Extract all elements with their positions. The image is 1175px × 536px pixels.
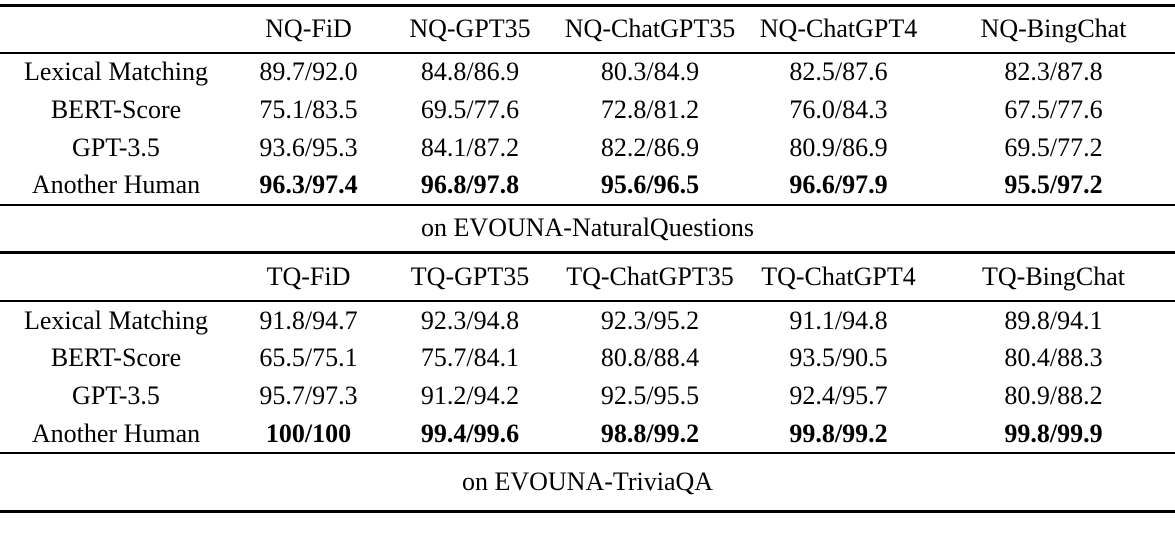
score-cell: 80.9/86.9 [789, 132, 888, 162]
metric-label: Another Human [31, 418, 201, 448]
table-caption: on EVOUNA-TriviaQA [461, 466, 714, 496]
score-cell: 80.9/88.2 [1004, 381, 1103, 410]
score-cell: 92.4/95.7 [789, 381, 888, 410]
column-header: TQ-ChatGPT35 [566, 262, 734, 291]
score-cell: 80.8/88.4 [600, 343, 700, 372]
score-cell: 89.8/94.1 [1004, 305, 1103, 335]
score-cell: 82.5/87.6 [789, 57, 888, 86]
column-header: NQ-GPT35 [409, 14, 531, 44]
nq-table-header: NQ-FiD NQ-GPT35 NQ-ChatGPT35 NQ-ChatGPT4… [0, 6, 1175, 53]
caption-row: on EVOUNA-TriviaQA [0, 453, 1175, 511]
table-row: GPT-3.5 95.7/97.3 91.2/94.2 92.5/95.5 92… [0, 377, 1175, 415]
score-cell: 93.6/95.3 [259, 132, 358, 162]
score-cell: 69.5/77.6 [420, 94, 520, 124]
score-cell: 65.5/75.1 [259, 343, 358, 372]
table-header-row: TQ-FiD TQ-GPT35 TQ-ChatGPT35 TQ-ChatGPT4… [0, 254, 1175, 301]
score-cell: 92.5/95.5 [600, 381, 700, 410]
corner-cell [0, 6, 232, 53]
score-cell: 89.7/92.0 [259, 57, 358, 86]
column-header: TQ-ChatGPT4 [761, 262, 916, 291]
score-cell: 76.0/84.3 [789, 94, 888, 124]
score-cell: 84.1/87.2 [420, 132, 520, 162]
caption-row: on EVOUNA-NaturalQuestions [0, 205, 1175, 253]
score-cell: 96.8/97.8 [420, 170, 520, 199]
table-row: Lexical Matching 91.8/94.7 92.3/94.8 92.… [0, 301, 1175, 339]
tq-table-footer: on EVOUNA-TriviaQA [0, 453, 1175, 511]
metric-label: Lexical Matching [23, 305, 209, 335]
score-cell: 98.8/99.2 [600, 418, 700, 448]
column-header: TQ-GPT35 [410, 262, 530, 291]
metric-label: GPT-3.5 [72, 132, 160, 162]
score-cell: 99.8/99.2 [789, 418, 888, 448]
score-cell: 92.3/95.2 [600, 305, 700, 335]
table-row: GPT-3.5 93.6/95.3 84.1/87.2 82.2/86.9 80… [0, 129, 1175, 167]
score-cell: 92.3/94.8 [420, 305, 520, 335]
score-cell: 91.8/94.7 [259, 305, 358, 335]
score-cell: 99.4/99.6 [420, 418, 520, 448]
corner-cell [0, 254, 232, 301]
score-cell: 95.7/97.3 [259, 381, 358, 410]
score-cell: 69.5/77.2 [1004, 132, 1103, 162]
table-row: BERT-Score 75.1/83.5 69.5/77.6 72.8/81.2… [0, 91, 1175, 129]
nq-table-footer: on EVOUNA-NaturalQuestions [0, 205, 1175, 253]
score-cell: 75.1/83.5 [259, 94, 358, 124]
score-cell: 80.3/84.9 [600, 57, 700, 86]
tq-table-header: TQ-FiD TQ-GPT35 TQ-ChatGPT35 TQ-ChatGPT4… [0, 254, 1175, 301]
tq-table-body: Lexical Matching 91.8/94.7 92.3/94.8 92.… [0, 301, 1175, 453]
tq-results-table: TQ-FiD TQ-GPT35 TQ-ChatGPT35 TQ-ChatGPT4… [0, 254, 1175, 513]
column-header: NQ-ChatGPT35 [564, 14, 736, 44]
score-cell: 82.2/86.9 [600, 132, 700, 162]
score-cell: 84.8/86.9 [420, 57, 520, 86]
score-cell: 96.3/97.4 [259, 170, 358, 199]
score-cell: 96.6/97.9 [789, 170, 888, 199]
score-cell: 100/100 [265, 418, 352, 448]
column-header: NQ-ChatGPT4 [759, 14, 918, 44]
score-cell: 72.8/81.2 [600, 94, 700, 124]
metric-label: BERT-Score [50, 94, 182, 124]
score-cell: 82.3/87.8 [1004, 57, 1103, 86]
nq-table-body: Lexical Matching 89.7/92.0 84.8/86.9 80.… [0, 53, 1175, 205]
score-cell: 99.8/99.9 [1004, 418, 1103, 448]
metric-label: BERT-Score [50, 343, 182, 372]
table-header-row: NQ-FiD NQ-GPT35 NQ-ChatGPT35 NQ-ChatGPT4… [0, 6, 1175, 53]
metric-label: Lexical Matching [23, 57, 209, 86]
score-cell: 80.4/88.3 [1004, 343, 1103, 372]
table-row: Another Human 96.3/97.4 96.8/97.8 95.6/9… [0, 167, 1175, 205]
metric-label: GPT-3.5 [72, 381, 160, 410]
score-cell: 67.5/77.6 [1004, 94, 1103, 124]
nq-results-table: NQ-FiD NQ-GPT35 NQ-ChatGPT35 NQ-ChatGPT4… [0, 4, 1175, 254]
column-header: NQ-FiD [265, 14, 352, 44]
score-cell: 93.5/90.5 [789, 343, 888, 372]
column-header: TQ-BingChat [982, 262, 1125, 291]
score-cell: 95.5/97.2 [1004, 170, 1103, 199]
table-row: Lexical Matching 89.7/92.0 84.8/86.9 80.… [0, 53, 1175, 91]
score-cell: 91.1/94.8 [789, 305, 888, 335]
metric-label: Another Human [31, 170, 201, 199]
table-row: Another Human 100/100 99.4/99.6 98.8/99.… [0, 415, 1175, 453]
column-header: NQ-BingChat [980, 14, 1127, 44]
score-cell: 95.6/96.5 [600, 170, 700, 199]
column-header: TQ-FiD [266, 262, 351, 291]
table-caption: on EVOUNA-NaturalQuestions [421, 213, 754, 243]
table-row: BERT-Score 65.5/75.1 75.7/84.1 80.8/88.4… [0, 339, 1175, 377]
score-cell: 75.7/84.1 [420, 343, 520, 372]
score-cell: 91.2/94.2 [420, 381, 520, 410]
